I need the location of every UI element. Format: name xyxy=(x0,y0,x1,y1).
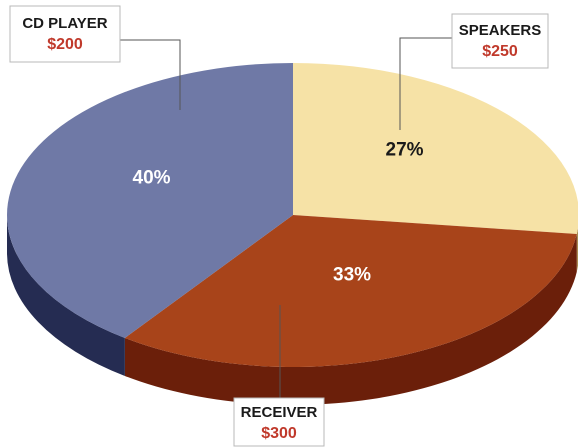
callout-box xyxy=(451,13,549,69)
pie: 27% 33% 40% xyxy=(6,63,578,405)
price-label: $250 xyxy=(482,43,518,60)
callout-box xyxy=(233,397,325,447)
leader-line xyxy=(399,37,452,130)
category-label: RECEIVER xyxy=(241,404,318,421)
slice xyxy=(124,215,577,367)
value-label: 40% xyxy=(133,168,171,189)
slice xyxy=(6,63,293,338)
value-label: 33% xyxy=(333,265,371,286)
leader-line xyxy=(120,39,181,110)
category-label: CD PLAYER xyxy=(22,15,107,32)
callout-box xyxy=(9,5,121,63)
slice-side xyxy=(124,234,577,405)
price-label: $200 xyxy=(47,36,83,53)
value-label: 27% xyxy=(386,140,424,161)
price-label: $300 xyxy=(261,425,297,442)
slice xyxy=(293,63,578,235)
slice-side xyxy=(7,215,125,376)
category-label: SPEAKERS xyxy=(459,22,542,39)
